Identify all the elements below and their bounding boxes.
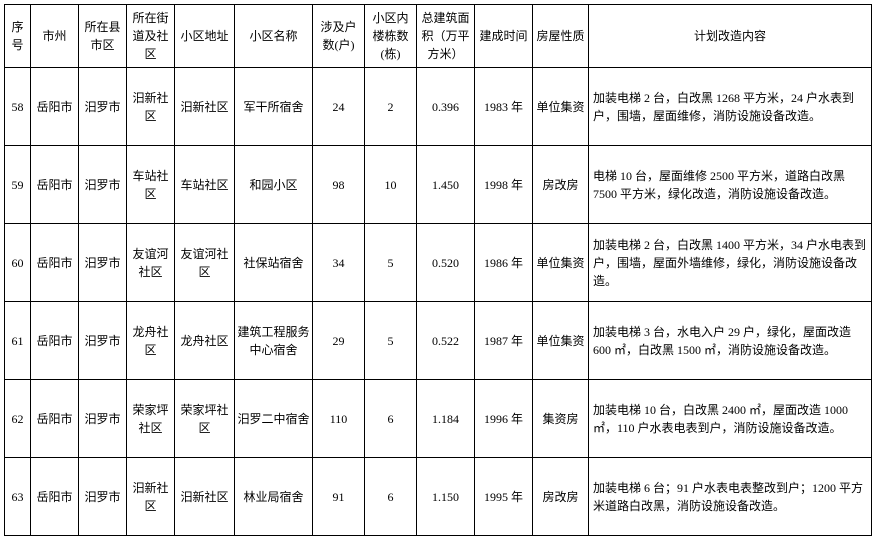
cell-addr: 汨新社区 bbox=[175, 68, 235, 146]
cell-area: 1.450 bbox=[417, 146, 475, 224]
cell-name: 军干所宿舍 bbox=[235, 68, 313, 146]
cell-street: 荣家坪社区 bbox=[127, 380, 175, 458]
table-row: 59岳阳市汨罗市车站社区车站社区和园小区98101.4501998 年房改房电梯… bbox=[5, 146, 872, 224]
cell-city: 岳阳市 bbox=[31, 146, 79, 224]
cell-county: 汨罗市 bbox=[79, 302, 127, 380]
table-row: 63岳阳市汨罗市汨新社区汨新社区林业局宿舍9161.1501995 年房改房加装… bbox=[5, 458, 872, 536]
column-header-county: 所在县市区 bbox=[79, 5, 127, 68]
cell-property: 房改房 bbox=[533, 146, 589, 224]
cell-city: 岳阳市 bbox=[31, 458, 79, 536]
cell-property: 单位集资 bbox=[533, 68, 589, 146]
cell-name: 和园小区 bbox=[235, 146, 313, 224]
cell-area: 1.150 bbox=[417, 458, 475, 536]
cell-area: 0.522 bbox=[417, 302, 475, 380]
cell-city: 岳阳市 bbox=[31, 68, 79, 146]
cell-property: 单位集资 bbox=[533, 224, 589, 302]
cell-area: 1.184 bbox=[417, 380, 475, 458]
cell-plan: 电梯 10 台，屋面维修 2500 平方米，道路白改黑 7500 平方米，绿化改… bbox=[589, 146, 872, 224]
column-header-name: 小区名称 bbox=[235, 5, 313, 68]
cell-households: 91 bbox=[313, 458, 365, 536]
column-header-plan: 计划改造内容 bbox=[589, 5, 872, 68]
cell-households: 24 bbox=[313, 68, 365, 146]
cell-seq: 58 bbox=[5, 68, 31, 146]
table-row: 62岳阳市汨罗市荣家坪社区荣家坪社区汨罗二中宿舍11061.1841996 年集… bbox=[5, 380, 872, 458]
column-header-city: 市州 bbox=[31, 5, 79, 68]
cell-seq: 61 bbox=[5, 302, 31, 380]
cell-county: 汨罗市 bbox=[79, 458, 127, 536]
cell-area: 0.520 bbox=[417, 224, 475, 302]
cell-street: 汨新社区 bbox=[127, 458, 175, 536]
cell-street: 友谊河社区 bbox=[127, 224, 175, 302]
cell-year: 1996 年 bbox=[475, 380, 533, 458]
column-header-area: 总建筑面积（万平方米） bbox=[417, 5, 475, 68]
cell-city: 岳阳市 bbox=[31, 380, 79, 458]
cell-year: 1995 年 bbox=[475, 458, 533, 536]
column-header-seq: 序号 bbox=[5, 5, 31, 68]
cell-county: 汨罗市 bbox=[79, 146, 127, 224]
cell-area: 0.396 bbox=[417, 68, 475, 146]
cell-addr: 汨新社区 bbox=[175, 458, 235, 536]
cell-year: 1998 年 bbox=[475, 146, 533, 224]
cell-name: 汨罗二中宿舍 bbox=[235, 380, 313, 458]
cell-year: 1983 年 bbox=[475, 68, 533, 146]
cell-buildings: 2 bbox=[365, 68, 417, 146]
cell-buildings: 5 bbox=[365, 302, 417, 380]
cell-year: 1986 年 bbox=[475, 224, 533, 302]
column-header-year: 建成时间 bbox=[475, 5, 533, 68]
cell-addr: 龙舟社区 bbox=[175, 302, 235, 380]
cell-seq: 59 bbox=[5, 146, 31, 224]
column-header-households: 涉及户数(户) bbox=[313, 5, 365, 68]
cell-buildings: 10 bbox=[365, 146, 417, 224]
data-table: 序号市州所在县市区所在街道及社区小区地址小区名称涉及户数(户)小区内楼栋数(栋)… bbox=[4, 4, 872, 536]
table-row: 61岳阳市汨罗市龙舟社区龙舟社区建筑工程服务中心宿舍2950.5221987 年… bbox=[5, 302, 872, 380]
cell-buildings: 6 bbox=[365, 458, 417, 536]
cell-county: 汨罗市 bbox=[79, 224, 127, 302]
cell-seq: 63 bbox=[5, 458, 31, 536]
column-header-addr: 小区地址 bbox=[175, 5, 235, 68]
cell-addr: 车站社区 bbox=[175, 146, 235, 224]
cell-households: 98 bbox=[313, 146, 365, 224]
cell-plan: 加装电梯 6 台；91 户水表电表整改到户；1200 平方米道路白改黑，消防设施… bbox=[589, 458, 872, 536]
table-row: 58岳阳市汨罗市汨新社区汨新社区军干所宿舍2420.3961983 年单位集资加… bbox=[5, 68, 872, 146]
cell-buildings: 5 bbox=[365, 224, 417, 302]
cell-households: 34 bbox=[313, 224, 365, 302]
cell-addr: 荣家坪社区 bbox=[175, 380, 235, 458]
cell-addr: 友谊河社区 bbox=[175, 224, 235, 302]
cell-county: 汨罗市 bbox=[79, 68, 127, 146]
cell-name: 林业局宿舍 bbox=[235, 458, 313, 536]
cell-county: 汨罗市 bbox=[79, 380, 127, 458]
table-header-row: 序号市州所在县市区所在街道及社区小区地址小区名称涉及户数(户)小区内楼栋数(栋)… bbox=[5, 5, 872, 68]
cell-households: 29 bbox=[313, 302, 365, 380]
cell-street: 龙舟社区 bbox=[127, 302, 175, 380]
cell-street: 车站社区 bbox=[127, 146, 175, 224]
cell-buildings: 6 bbox=[365, 380, 417, 458]
cell-seq: 60 bbox=[5, 224, 31, 302]
cell-city: 岳阳市 bbox=[31, 302, 79, 380]
cell-property: 单位集资 bbox=[533, 302, 589, 380]
column-header-property: 房屋性质 bbox=[533, 5, 589, 68]
cell-city: 岳阳市 bbox=[31, 224, 79, 302]
cell-plan: 加装电梯 2 台，白改黑 1268 平方米，24 户水表到户，围墙，屋面维修，消… bbox=[589, 68, 872, 146]
cell-property: 房改房 bbox=[533, 458, 589, 536]
column-header-street: 所在街道及社区 bbox=[127, 5, 175, 68]
cell-plan: 加装电梯 10 台，白改黑 2400 ㎡，屋面改造 1000 ㎡，110 户水表… bbox=[589, 380, 872, 458]
column-header-buildings: 小区内楼栋数(栋) bbox=[365, 5, 417, 68]
table-body: 58岳阳市汨罗市汨新社区汨新社区军干所宿舍2420.3961983 年单位集资加… bbox=[5, 68, 872, 536]
cell-plan: 加装电梯 3 台，水电入户 29 户，绿化，屋面改造 600 ㎡，白改黑 150… bbox=[589, 302, 872, 380]
cell-households: 110 bbox=[313, 380, 365, 458]
cell-name: 建筑工程服务中心宿舍 bbox=[235, 302, 313, 380]
cell-street: 汨新社区 bbox=[127, 68, 175, 146]
cell-name: 社保站宿舍 bbox=[235, 224, 313, 302]
cell-seq: 62 bbox=[5, 380, 31, 458]
cell-year: 1987 年 bbox=[475, 302, 533, 380]
table-row: 60岳阳市汨罗市友谊河社区友谊河社区社保站宿舍3450.5201986 年单位集… bbox=[5, 224, 872, 302]
cell-plan: 加装电梯 2 台，白改黑 1400 平方米，34 户水电表到户，围墙，屋面外墙维… bbox=[589, 224, 872, 302]
cell-property: 集资房 bbox=[533, 380, 589, 458]
